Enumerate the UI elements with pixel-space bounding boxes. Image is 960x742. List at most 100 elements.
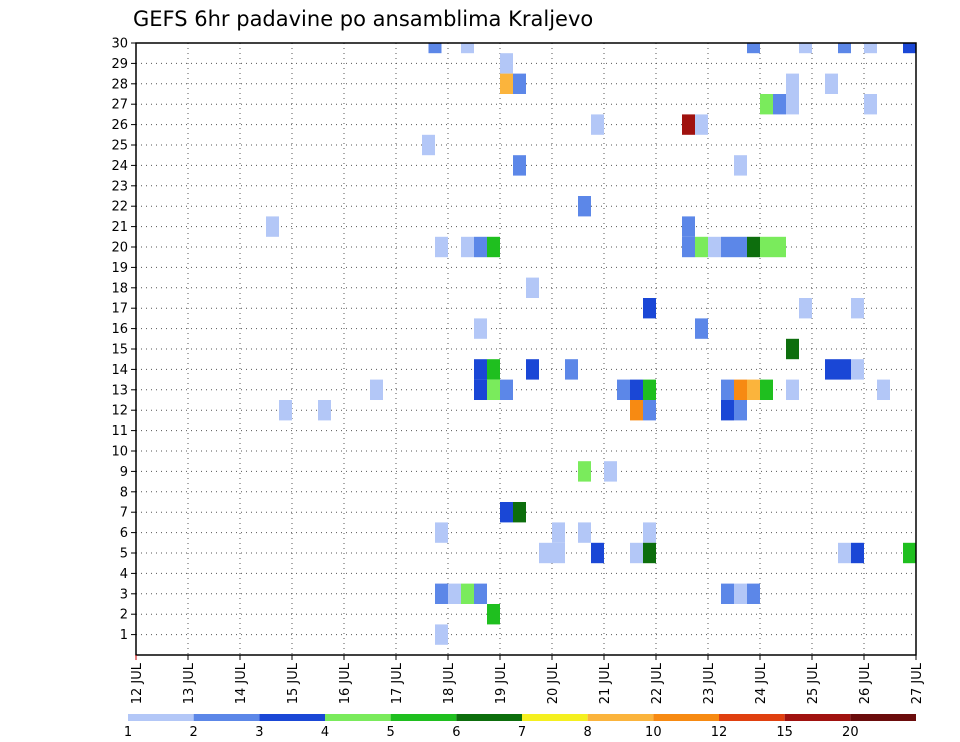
precip-cell bbox=[799, 43, 812, 54]
precip-cell bbox=[500, 73, 513, 94]
y-tick-label: 19 bbox=[111, 261, 128, 276]
y-tick-label: 21 bbox=[111, 220, 128, 235]
precip-cell bbox=[734, 400, 747, 421]
y-axis: 1234567891011121314151617181920212223242… bbox=[111, 37, 136, 643]
precip-cell bbox=[682, 216, 695, 237]
precip-cell bbox=[786, 94, 799, 115]
precip-cell bbox=[747, 583, 760, 604]
precip-cell bbox=[747, 379, 760, 400]
precip-cell bbox=[461, 43, 474, 54]
colorbar-label: 3 bbox=[255, 725, 263, 740]
precip-cell bbox=[760, 379, 773, 400]
colorbar-segment bbox=[325, 714, 391, 721]
precip-cell bbox=[539, 542, 552, 564]
colorbar-segment bbox=[587, 714, 654, 721]
x-tick-label: 20 JUL bbox=[546, 662, 561, 704]
colorbar-segment bbox=[390, 714, 457, 721]
precip-cell bbox=[747, 43, 760, 54]
x-tick-label: 26 JUL bbox=[858, 662, 873, 704]
colorbar-segment bbox=[456, 714, 522, 721]
precip-cell bbox=[428, 43, 442, 54]
y-tick-label: 25 bbox=[111, 139, 128, 154]
precip-cell bbox=[552, 522, 565, 543]
y-tick-label: 3 bbox=[120, 587, 128, 602]
precip-cell bbox=[721, 583, 734, 604]
precip-cell bbox=[461, 236, 474, 258]
precip-cell bbox=[526, 359, 539, 380]
y-tick-label: 11 bbox=[111, 424, 128, 439]
precip-cell bbox=[903, 43, 916, 54]
precip-cell bbox=[526, 277, 539, 298]
precip-cell bbox=[682, 114, 695, 135]
y-tick-label: 27 bbox=[111, 98, 128, 113]
y-tick-label: 29 bbox=[111, 57, 128, 72]
precip-cell bbox=[513, 73, 526, 94]
y-tick-label: 6 bbox=[120, 526, 128, 541]
y-tick-label: 28 bbox=[111, 77, 128, 92]
precip-cell bbox=[474, 318, 487, 339]
x-tick-label: 25 JUL bbox=[806, 662, 821, 704]
y-tick-label: 10 bbox=[111, 445, 128, 460]
y-tick-label: 1 bbox=[120, 628, 128, 643]
precip-cell bbox=[578, 461, 591, 482]
x-tick-label: 18 JUL bbox=[442, 662, 457, 704]
precip-cell bbox=[734, 155, 747, 176]
colorbar-label: 7 bbox=[518, 725, 526, 740]
x-tick-label: 23 JUL bbox=[702, 662, 717, 704]
precip-cell bbox=[825, 73, 838, 94]
precip-cell bbox=[734, 236, 747, 258]
precip-cell bbox=[461, 583, 474, 604]
precip-cell bbox=[617, 379, 630, 400]
precip-cell bbox=[500, 53, 513, 74]
y-tick-label: 24 bbox=[111, 159, 128, 174]
precip-cell bbox=[591, 542, 604, 564]
precip-cell bbox=[435, 583, 448, 604]
precip-cell bbox=[643, 542, 656, 564]
precip-cell bbox=[721, 400, 734, 421]
precip-cell bbox=[474, 359, 487, 380]
colorbar-segment bbox=[193, 714, 260, 721]
x-tick-label: 27 JUL bbox=[910, 662, 925, 704]
y-tick-label: 20 bbox=[111, 241, 128, 256]
chart-title: GEFS 6hr padavine po ansamblima Kraljevo bbox=[133, 7, 593, 31]
precip-cell bbox=[370, 379, 383, 400]
x-tick-label: 17 JUL bbox=[390, 662, 405, 704]
precip-cell bbox=[864, 94, 877, 115]
precip-cell bbox=[760, 236, 773, 258]
precip-cell bbox=[552, 542, 565, 564]
precip-cell bbox=[773, 94, 786, 115]
precip-cell bbox=[266, 216, 279, 237]
precip-cell bbox=[903, 542, 916, 564]
precip-cell bbox=[500, 502, 513, 523]
colorbar-segment bbox=[784, 714, 851, 721]
colorbar-label: 2 bbox=[190, 725, 198, 740]
x-tick-label: 22 JUL bbox=[650, 662, 665, 704]
precip-cell bbox=[734, 379, 747, 400]
colorbar-segment bbox=[850, 714, 916, 721]
y-tick-label: 18 bbox=[111, 281, 128, 296]
y-tick-label: 12 bbox=[111, 404, 128, 419]
y-tick-label: 4 bbox=[120, 567, 128, 582]
precip-cell bbox=[578, 522, 591, 543]
x-tick-label: 12 JUL bbox=[130, 662, 145, 704]
colorbar-segment bbox=[719, 714, 785, 721]
y-tick-label: 22 bbox=[111, 200, 128, 215]
colorbar-segment bbox=[522, 714, 588, 721]
precip-cell bbox=[838, 43, 851, 54]
x-tick-label: 19 JUL bbox=[494, 662, 509, 704]
precip-cell bbox=[786, 379, 799, 400]
x-tick-label: 15 JUL bbox=[286, 662, 301, 704]
x-tick-label: 24 JUL bbox=[754, 662, 769, 704]
colorbar-legend: 1 2 3 4 5 6 7 8 10 12 15 20 bbox=[124, 714, 916, 740]
precip-cell bbox=[773, 236, 786, 258]
y-tick-label: 26 bbox=[111, 118, 128, 133]
precip-cell bbox=[643, 400, 656, 421]
precip-cell bbox=[838, 542, 851, 564]
precip-cell bbox=[708, 236, 721, 258]
precip-cell bbox=[643, 379, 656, 400]
precip-cell bbox=[435, 624, 448, 645]
x-axis: 12 JUL 13 JUL 14 JUL 15 JUL 16 JUL 17 JUL 18 J… bbox=[130, 655, 925, 704]
precip-cell bbox=[318, 400, 331, 421]
colorbar-segment bbox=[128, 714, 194, 721]
precip-cell bbox=[487, 236, 500, 258]
